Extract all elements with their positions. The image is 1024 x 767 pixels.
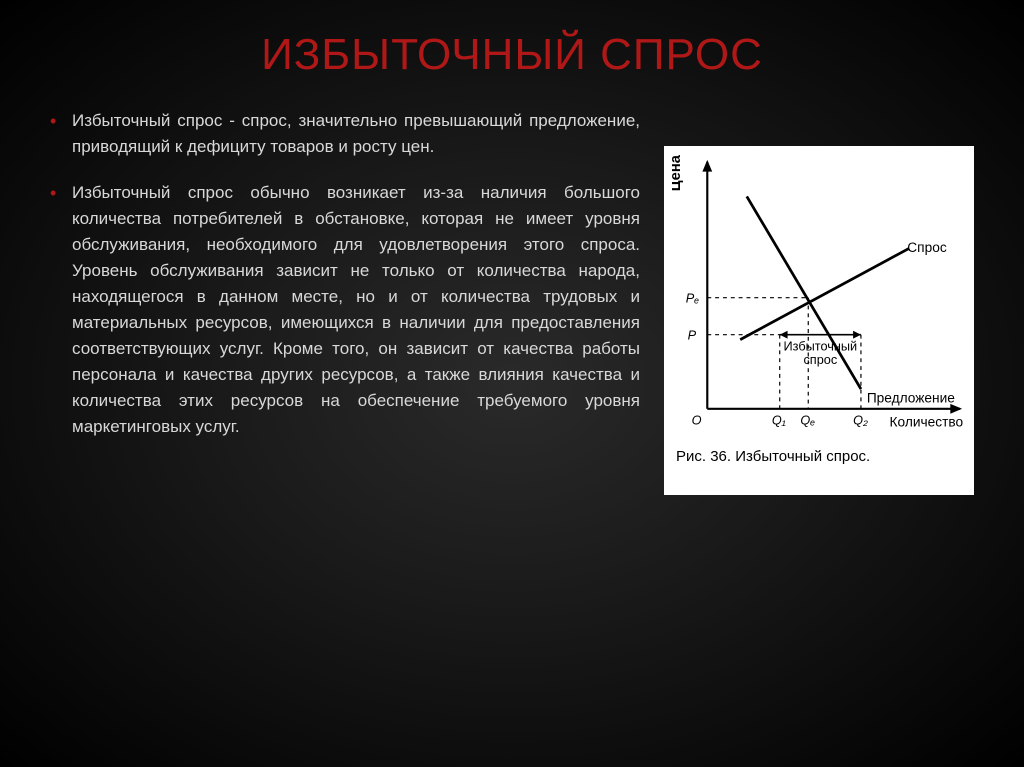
- bullet-marker: •: [50, 180, 72, 440]
- text-column: • Избыточный спрос - спрос, значительно …: [50, 108, 640, 460]
- supply-demand-chart: Цена Количество O Предложение Спрос Pₑ Qₑ P Q₁ Q₂…: [672, 154, 966, 438]
- chart-caption: Рис. 36. Избыточный спрос.: [672, 438, 966, 465]
- svg-text:Qₑ: Qₑ: [800, 412, 815, 427]
- svg-text:спрос: спрос: [803, 352, 837, 367]
- svg-text:O: O: [692, 412, 702, 427]
- bullet-marker: •: [50, 108, 72, 160]
- svg-text:Предложение: Предложение: [867, 391, 955, 406]
- figure-column: Цена Количество O Предложение Спрос Pₑ Qₑ P Q₁ Q₂…: [664, 146, 974, 495]
- svg-text:Q₁: Q₁: [772, 412, 786, 427]
- bullet-text-2: Избыточный спрос обычно возникает из-за …: [72, 180, 640, 440]
- content-row: • Избыточный спрос - спрос, значительно …: [50, 108, 974, 495]
- svg-text:Pₑ: Pₑ: [686, 291, 699, 306]
- bullet-item-1: • Избыточный спрос - спрос, значительно …: [50, 108, 640, 160]
- slide-title: ИЗБЫТОЧНЫЙ СПРОС: [50, 30, 974, 80]
- svg-text:P: P: [688, 328, 697, 343]
- chart-box: Цена Количество O Предложение Спрос Pₑ Qₑ P Q₁ Q₂…: [664, 146, 974, 495]
- bullet-text-1: Избыточный спрос - спрос, значительно пр…: [72, 108, 640, 160]
- bullet-item-2: • Избыточный спрос обычно возникает из-з…: [50, 180, 640, 440]
- svg-text:Цена: Цена: [672, 154, 684, 191]
- svg-text:Q₂: Q₂: [853, 412, 868, 427]
- slide: ИЗБЫТОЧНЫЙ СПРОС • Избыточный спрос - сп…: [0, 0, 1024, 767]
- svg-text:Количество: Количество: [890, 414, 964, 429]
- svg-text:Спрос: Спрос: [907, 240, 947, 255]
